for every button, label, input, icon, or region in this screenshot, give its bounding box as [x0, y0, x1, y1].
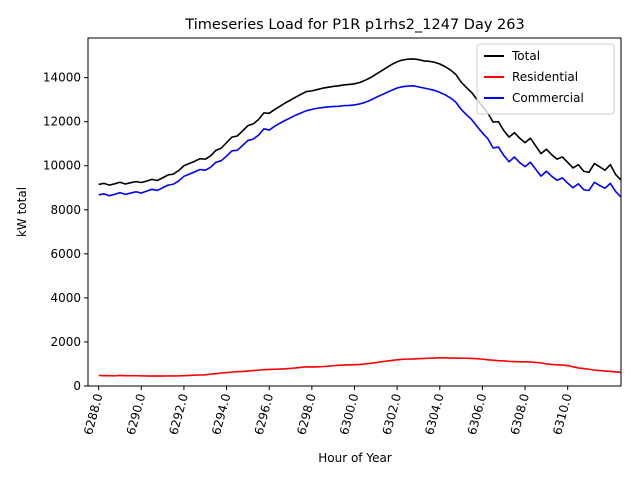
x-axis-label: Hour of Year: [318, 451, 392, 465]
legend-label-commercial: Commercial: [512, 91, 584, 105]
y-tick-label: 4000: [50, 291, 81, 305]
y-tick-label: 0: [73, 379, 81, 393]
y-tick-label: 12000: [43, 115, 81, 129]
chart-title: Timeseries Load for P1R p1rhs2_1247 Day …: [184, 17, 524, 33]
y-tick-label: 8000: [50, 203, 81, 217]
series-line-commercial: [98, 84, 622, 198]
y-tick-label: 14000: [43, 71, 81, 85]
series-line-residential: [98, 357, 622, 377]
legend-box: [476, 43, 615, 115]
chart-legend: Total Residential Commercial: [476, 43, 615, 115]
y-axis-label: kW total: [15, 187, 29, 237]
legend-label-total: Total: [511, 49, 540, 63]
legend-label-residential: Residential: [512, 70, 578, 84]
y-tick-label: 10000: [43, 159, 81, 173]
y-axis-ticks: 0 2000 4000 6000 8000 10000 12000 14000: [43, 71, 88, 393]
y-tick-label: 2000: [50, 335, 81, 349]
series-layer: [98, 58, 622, 377]
y-tick-label: 6000: [50, 247, 81, 261]
series-line-total: [98, 58, 622, 186]
